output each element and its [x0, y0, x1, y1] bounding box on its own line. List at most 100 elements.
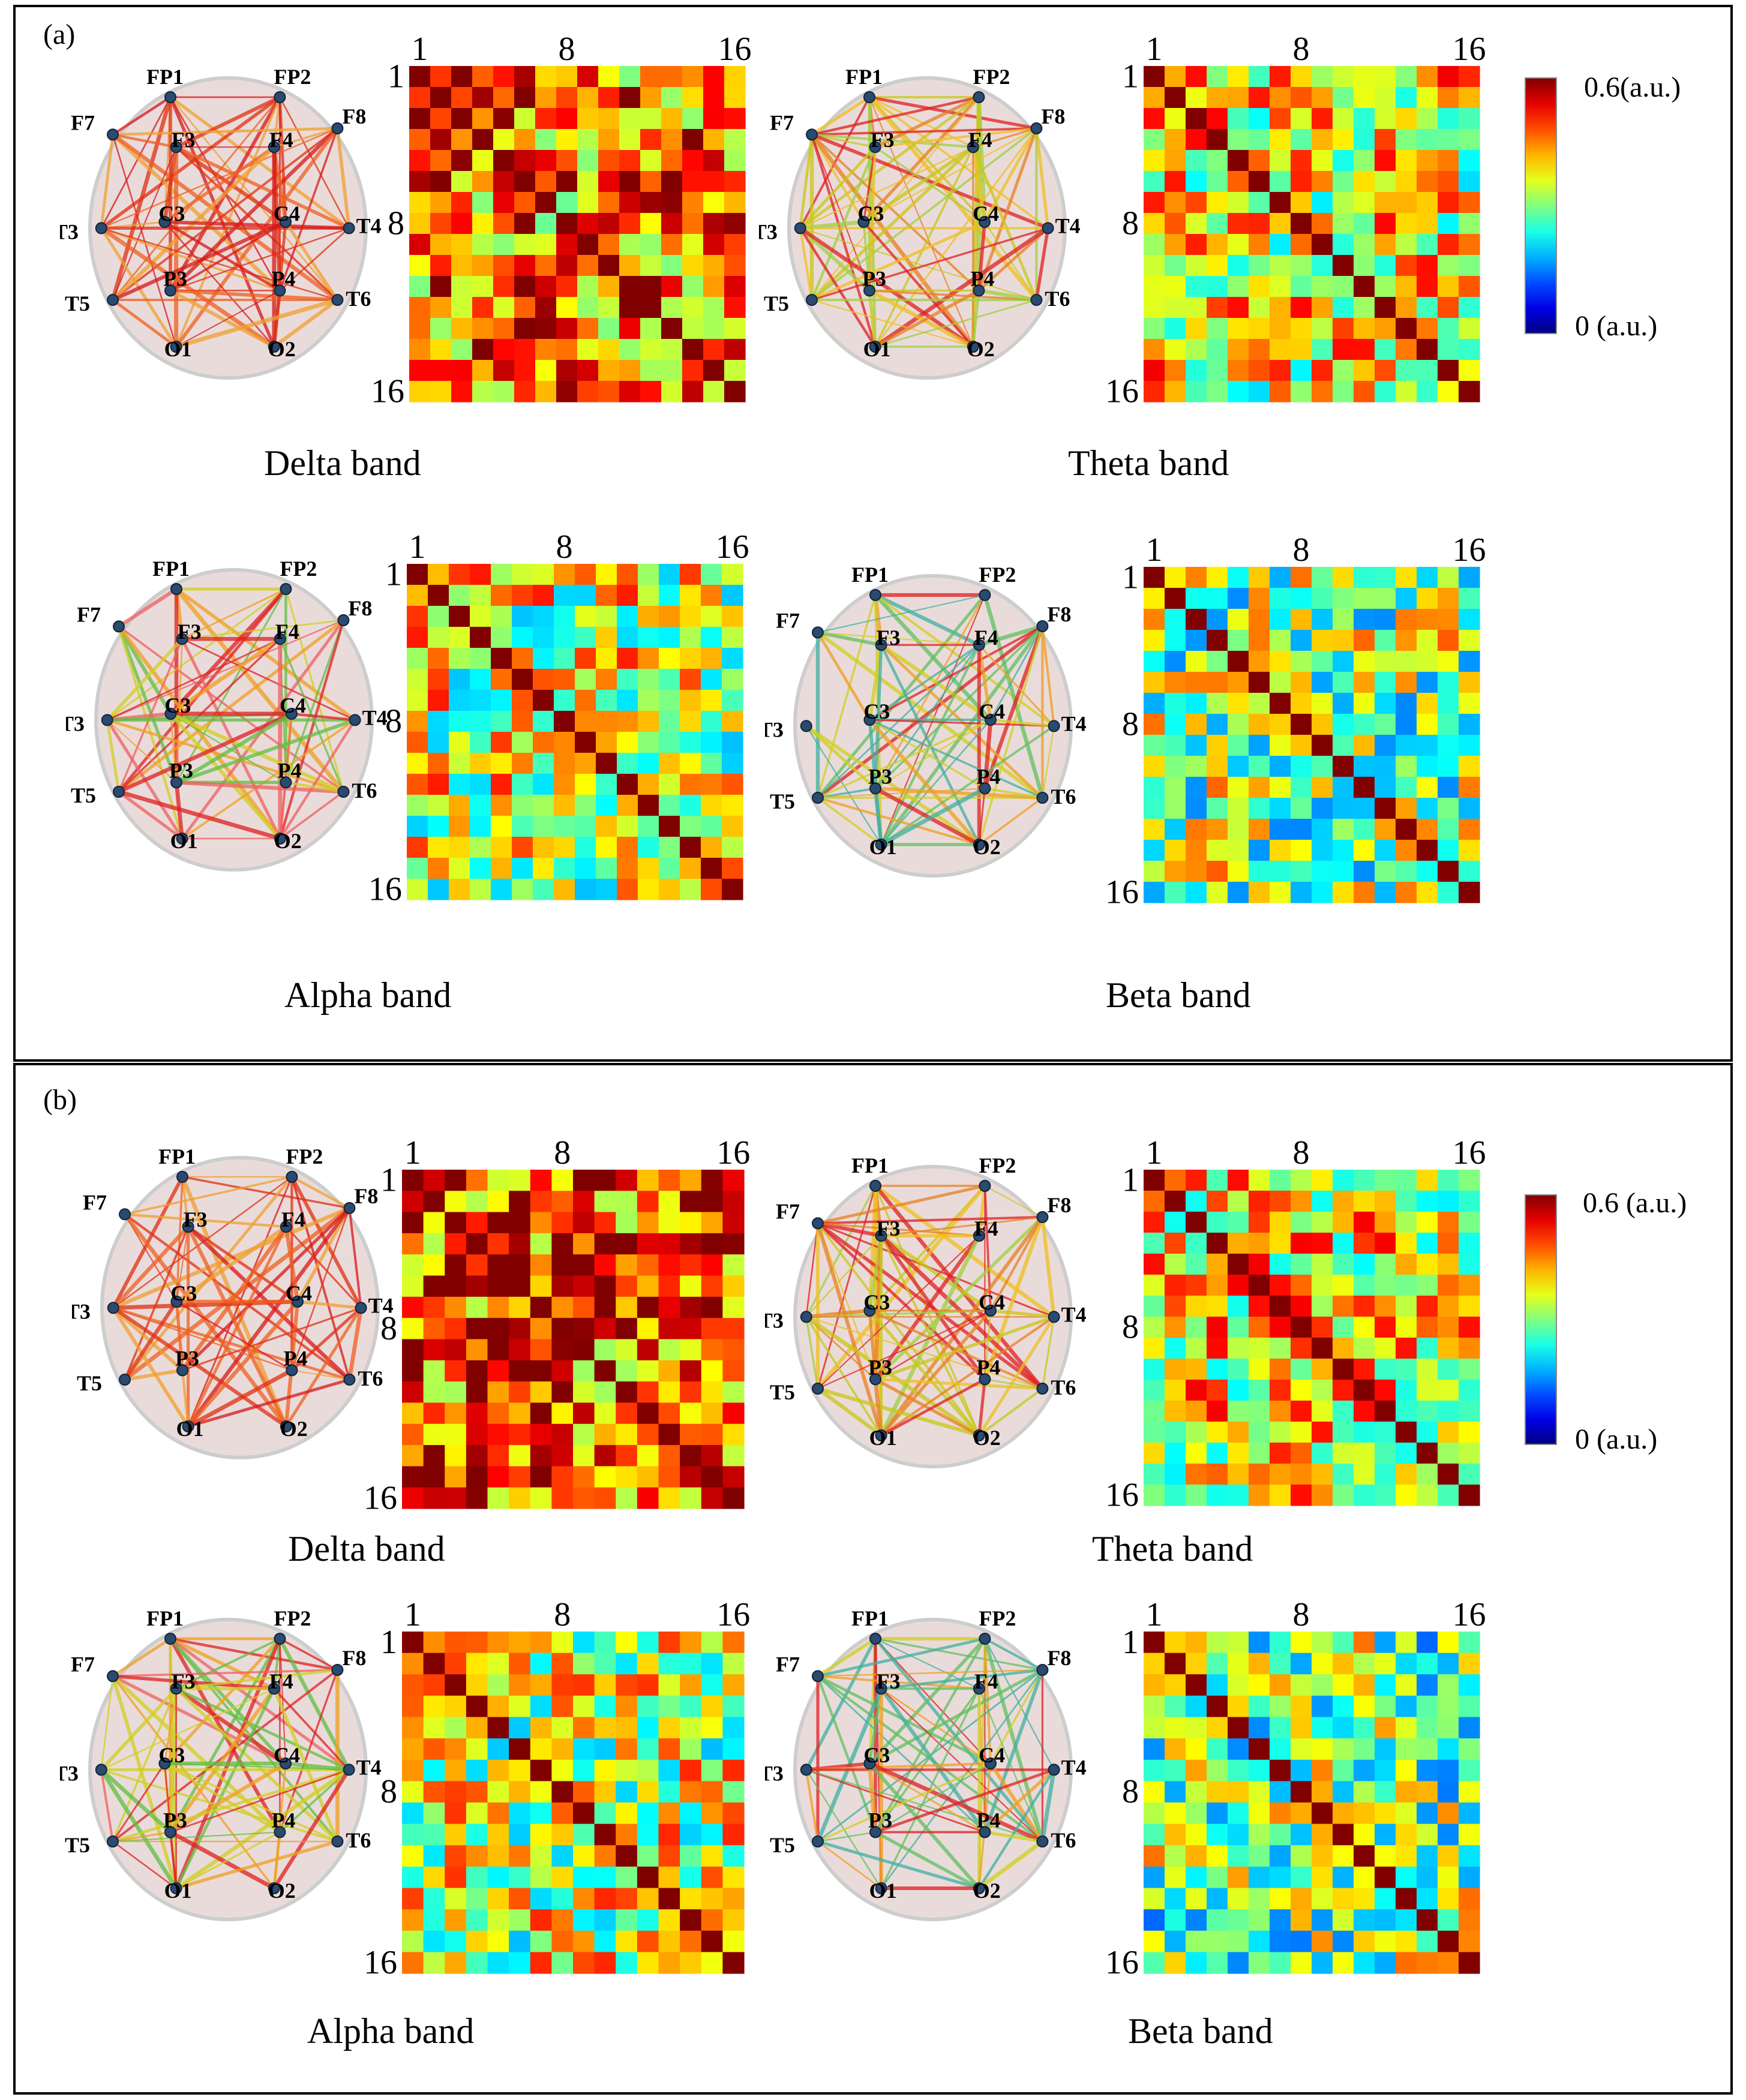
- electrode-node: [292, 1296, 304, 1308]
- heatmap-cell: [533, 858, 554, 879]
- heatmap-cell: [449, 669, 470, 690]
- heatmap-cell: [554, 858, 575, 879]
- connection-line: [869, 1762, 986, 1833]
- heatmap-cell: [554, 690, 575, 711]
- heatmap-cell: [1186, 1888, 1207, 1910]
- heatmap-cell: [575, 648, 596, 669]
- heatmap-cell: [722, 1695, 745, 1718]
- heatmap-cell: [1375, 1845, 1396, 1867]
- heatmap-cell: [1165, 1170, 1186, 1191]
- heatmap-cell: [1270, 1695, 1291, 1718]
- heatmap-cell: [1375, 609, 1396, 630]
- heatmap-cell: [512, 648, 533, 669]
- connection-line: [805, 1223, 819, 1317]
- heatmap-cell: [551, 1759, 574, 1781]
- electrode-node: [967, 141, 979, 154]
- heatmap-cell: [428, 564, 449, 585]
- heatmap-cell: [530, 1254, 552, 1276]
- heatmap-cell: [551, 1191, 574, 1213]
- heatmap-cell: [598, 150, 620, 172]
- heatmap-cell: [1354, 567, 1375, 588]
- heatmap-cell: [638, 627, 659, 648]
- heatmap-cell: [573, 1170, 595, 1191]
- heatmap-cell: [682, 318, 704, 340]
- heatmap-cell: [637, 1909, 659, 1931]
- electrode-node: [812, 1835, 824, 1847]
- heatmap-cell: [407, 732, 428, 753]
- heatmap-cell: [658, 1233, 680, 1255]
- x-tick-label: 8: [1293, 531, 1310, 569]
- heatmap-cell: [556, 213, 578, 235]
- heatmap-cell: [1438, 297, 1459, 319]
- heatmap-cell: [1186, 1233, 1207, 1254]
- heatmap-cell: [594, 1381, 616, 1404]
- heatmap-cell: [1186, 1632, 1207, 1654]
- heatmap-cell: [722, 732, 743, 753]
- heatmap-cell: [637, 1296, 659, 1318]
- colorbar-a: [1525, 77, 1557, 334]
- connection-line: [112, 1306, 184, 1372]
- heatmap-cell: [472, 87, 494, 109]
- heatmap-cell: [1375, 1422, 1396, 1443]
- heatmap-cell: [1459, 1909, 1480, 1931]
- heatmap-cell: [530, 1674, 552, 1696]
- heatmap-cell: [640, 129, 662, 151]
- heatmap-cell: [1249, 108, 1270, 130]
- heatmap-cell: [640, 255, 662, 277]
- heatmap-cell: [533, 648, 554, 669]
- heatmap-cell: [1207, 297, 1228, 319]
- heatmap-cell: [530, 1487, 552, 1509]
- heatmap-cell: [722, 1738, 745, 1760]
- electrode-node: [164, 1826, 176, 1838]
- heatmap-cell: [409, 150, 431, 172]
- connection-line: [811, 220, 986, 302]
- connection-line: [176, 290, 280, 347]
- heatmap-cell: [1354, 1802, 1375, 1825]
- heatmap-cell: [1417, 1422, 1438, 1443]
- y-tick-label: 16: [364, 1479, 397, 1516]
- heatmap-cell: [1165, 276, 1186, 298]
- connection-line: [811, 146, 974, 301]
- heatmap-cell: [680, 1930, 702, 1952]
- heatmap-cell: [1417, 360, 1438, 381]
- heatmap-cell: [551, 1466, 574, 1488]
- heatmap-cell: [1186, 1674, 1207, 1696]
- heatmap-cell: [1270, 714, 1291, 735]
- heatmap-cell: [680, 1402, 702, 1425]
- heatmap-cell: [616, 1191, 638, 1213]
- electrode-label: F8: [348, 596, 372, 620]
- connection-line: [874, 1184, 1055, 1319]
- connection-line: [112, 127, 338, 136]
- electrode-node: [343, 1763, 355, 1776]
- heatmap-cell: [594, 1445, 616, 1467]
- heatmap-cell: [1375, 861, 1396, 882]
- connection-line: [176, 1227, 189, 1302]
- connection-line: [875, 719, 991, 789]
- heatmap-cell: [1186, 1170, 1207, 1191]
- heatmap-cell: [487, 1738, 509, 1760]
- heatmap-cell: [445, 1487, 467, 1509]
- heatmap-cell: [407, 627, 428, 648]
- connection-line: [1040, 1769, 1056, 1842]
- heatmap-cell: [1228, 213, 1249, 235]
- heatmap-cell: [575, 606, 596, 627]
- connection-line: [875, 299, 1037, 348]
- heatmap-cell: [1186, 735, 1207, 756]
- heatmap-cell: [402, 1445, 424, 1467]
- heatmap-cell: [470, 711, 491, 732]
- heatmap-cell: [1375, 1338, 1396, 1359]
- heatmap-cell: [472, 66, 494, 88]
- heatmap-cell: [428, 858, 449, 879]
- heatmap-cell: [1207, 1653, 1228, 1675]
- heatmap-cell: [1207, 1338, 1228, 1359]
- heatmap-cell: [409, 213, 431, 235]
- heatmap-cell: [617, 606, 638, 627]
- electrode-label: F4: [968, 128, 992, 152]
- heatmap-cell: [1312, 1296, 1333, 1317]
- heatmap-cell: [1144, 882, 1165, 903]
- heatmap-cell: [1417, 1212, 1438, 1233]
- connection-line: [124, 1368, 183, 1381]
- heatmap-cell: [680, 1296, 702, 1318]
